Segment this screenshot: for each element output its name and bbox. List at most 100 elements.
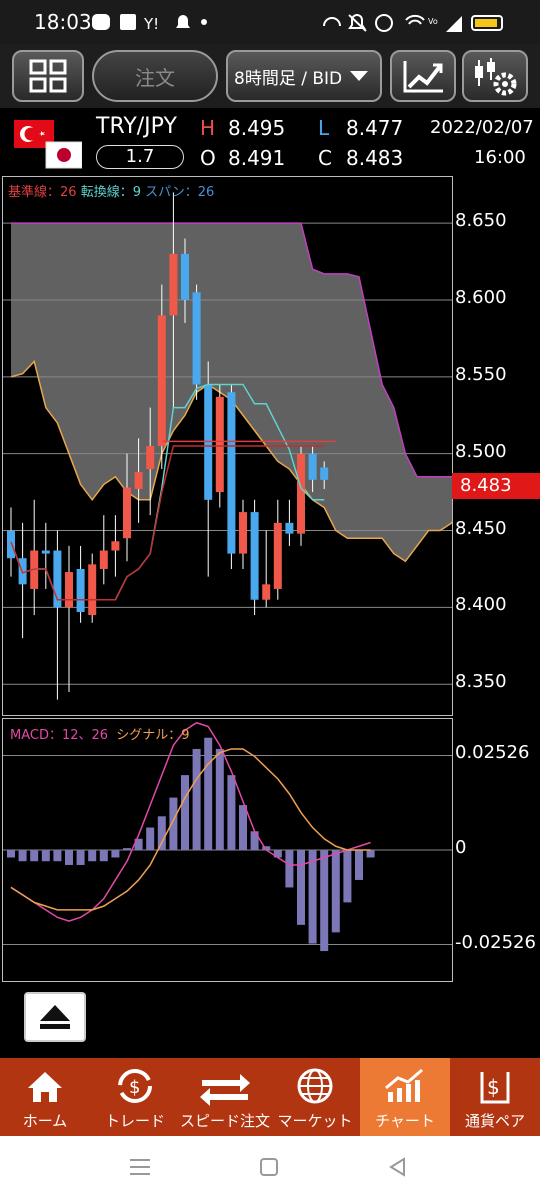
histogram-bar	[262, 846, 271, 850]
nav-currency-pair[interactable]: $ 通貨ペア	[450, 1058, 540, 1136]
open-label: O	[200, 146, 216, 170]
svg-text:Y!: Y!	[143, 15, 159, 33]
candle-body	[297, 453, 305, 534]
histogram-bar	[366, 850, 375, 858]
eject-icon	[40, 1005, 70, 1029]
grid-icon	[29, 59, 67, 93]
close-value: 8.483	[346, 146, 404, 170]
senkou-span-b	[11, 222, 452, 478]
candle-body	[146, 446, 155, 470]
current-price-tag: 8.483	[452, 473, 540, 499]
histogram-bar	[215, 748, 224, 850]
histogram-bar	[285, 850, 294, 888]
histogram-bar	[111, 850, 120, 858]
back-icon[interactable]	[386, 1156, 410, 1180]
order-button[interactable]: 注文	[92, 50, 218, 102]
candle-body	[7, 530, 15, 559]
spread-badge: 1.7	[96, 145, 184, 169]
signal-line	[10, 748, 371, 911]
candle-body	[181, 253, 189, 300]
chart-settings-button[interactable]	[462, 50, 528, 102]
nav-currency-pair-label: 通貨ペア	[464, 1112, 525, 1130]
price-tick: 8.500	[455, 440, 507, 462]
chevron-down-icon	[350, 71, 369, 81]
macd-tick: -0.02526	[455, 931, 536, 953]
system-status-icons: Vo	[323, 14, 503, 32]
histogram-bar	[146, 827, 155, 850]
candle-body	[273, 522, 282, 589]
price-chart[interactable]	[3, 177, 452, 715]
histogram-bar	[76, 850, 85, 865]
candle-body	[285, 522, 294, 534]
candle-body	[239, 512, 247, 554]
nav-chart-label: チャート	[375, 1112, 435, 1130]
recent-apps-icon[interactable]	[128, 1156, 152, 1178]
senkou-span-a	[10, 359, 452, 563]
candle-settings-icon	[475, 58, 517, 96]
bottom-nav: ホーム $ トレード スピード注文 マーケット チャート $ 通貨ペア	[0, 1058, 540, 1136]
macd-chart[interactable]	[3, 719, 452, 981]
nav-trade[interactable]: $ トレード	[90, 1058, 180, 1136]
system-nav-bar	[0, 1136, 540, 1200]
quote-time: 16:00	[474, 147, 526, 168]
legend-signal: シグナル：9	[116, 728, 190, 743]
nav-speed-order-label: スピード注文	[180, 1112, 271, 1130]
timeframe-select[interactable]: 8時間足 / BID	[226, 50, 382, 102]
home-system-icon[interactable]	[258, 1156, 282, 1180]
macd-legend: MACD：12、26 シグナル：9	[10, 724, 189, 743]
candle-body	[157, 315, 166, 446]
histogram-bar	[227, 775, 236, 850]
histogram-bar	[192, 748, 201, 850]
currency-flags-icon	[14, 120, 82, 169]
candle-body	[262, 584, 271, 600]
histogram-bar	[7, 850, 15, 858]
histogram-bar	[157, 816, 166, 850]
histogram-bar	[134, 838, 143, 850]
candle-body	[320, 467, 329, 480]
histogram-bar	[320, 850, 329, 952]
candle-body	[99, 550, 108, 569]
currency-pair: TRY/JPY	[96, 114, 177, 139]
price-tick: 8.600	[455, 286, 507, 308]
histogram-bar	[41, 850, 50, 862]
histogram-bar	[123, 848, 131, 850]
svg-text:$: $	[487, 1075, 500, 1099]
price-tick: 8.650	[455, 210, 507, 232]
candle-body	[204, 384, 213, 500]
candle-body	[65, 572, 73, 608]
price-tick: 8.450	[455, 517, 507, 539]
candle-body	[41, 550, 50, 554]
histogram-bar	[53, 850, 62, 862]
histogram-bar	[99, 850, 108, 862]
macd-axis: 0.02526 0 -0.02526	[455, 718, 540, 982]
toolbar: 注文 8時間足 / BID	[0, 44, 540, 108]
chart-icon	[385, 1068, 423, 1102]
line-chart-icon	[403, 61, 443, 93]
histogram-bar	[65, 850, 73, 865]
chart-type-button[interactable]	[390, 50, 456, 102]
speed-order-icon	[200, 1074, 250, 1106]
histogram-bar	[88, 850, 97, 862]
legend-base-line: 基準線：26	[8, 185, 77, 200]
nav-chart[interactable]: チャート	[360, 1058, 450, 1136]
nav-trade-label: トレード	[104, 1112, 165, 1130]
quote-header: TRY/JPY 1.7 H 8.495 O 8.491 L 8.477 C 8.…	[0, 108, 540, 174]
histogram-bar	[18, 850, 27, 862]
price-tick: 8.350	[455, 671, 507, 693]
quote-date: 2022/02/07	[430, 117, 534, 138]
nav-home-label: ホーム	[22, 1112, 68, 1130]
nav-home[interactable]: ホーム	[0, 1058, 90, 1136]
notification-icons: Y!	[92, 14, 207, 33]
nav-market[interactable]: マーケット	[270, 1058, 360, 1136]
nav-speed-order[interactable]: スピード注文	[180, 1058, 270, 1136]
histogram-bar	[30, 850, 39, 862]
histogram-bar	[343, 850, 352, 903]
close-label: C	[318, 146, 332, 170]
histogram-bar	[239, 805, 247, 850]
price-tick: 8.550	[455, 363, 507, 385]
candle-body	[308, 453, 317, 480]
ichimoku-legend: 基準線：26 転換線：9 スパン：26	[8, 181, 214, 200]
currency-pair-icon: $	[480, 1072, 510, 1104]
collapse-button[interactable]	[24, 992, 86, 1042]
layout-grid-button[interactable]	[12, 50, 84, 102]
